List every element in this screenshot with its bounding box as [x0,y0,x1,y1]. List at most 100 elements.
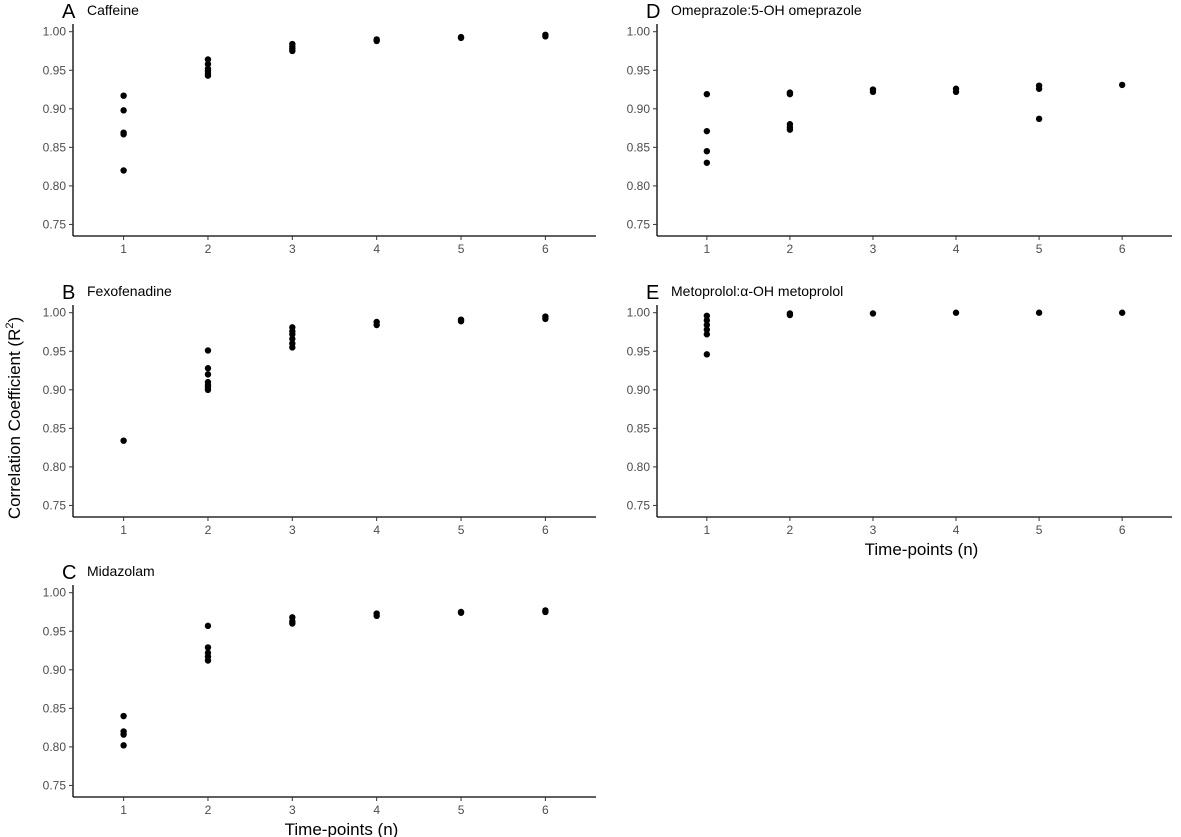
y-tick-label: 0.85 [627,421,651,435]
y-tick-label: 0.95 [43,344,67,358]
data-point [703,127,711,135]
panel-title: Fexofenadine [87,283,172,299]
data-point [869,310,877,317]
panel-b: B Fexofenadine 0.75 0.80 0.85 0.90 0.95 1.00 1 2 3… [43,282,596,537]
x-axis-title: Time-points (n) [865,540,979,559]
data-point [703,312,711,319]
data-point [703,159,711,166]
x-tick-label: 6 [542,523,549,537]
data-point [120,167,127,174]
data-point [703,351,711,358]
data-point [204,371,212,378]
panel-letter: E [646,282,659,304]
data-point [1118,309,1126,316]
x-tick-label: 6 [1119,523,1126,537]
x-tick-label: 4 [373,523,380,537]
x-tick-label: 1 [703,523,710,537]
data-point [120,742,127,749]
data-point [289,344,296,351]
x-tick-label: 6 [542,242,549,256]
y-tick-label: 0.85 [43,701,67,715]
x-tick-label: 4 [953,523,960,537]
panel-letter: D [646,1,660,23]
data-point [457,34,465,42]
data-point [373,37,380,45]
data-point [457,317,465,325]
data-point [869,88,877,96]
x-tick-label: 5 [458,803,465,817]
data-point [542,315,549,323]
x-axis-title: Time-points (n) [285,820,399,837]
data-point [289,331,296,338]
panel-e: E Metoprolol:α-OH metoprolol 0.75 0.80 0.85 0… [627,282,1172,559]
x-tick-label: 4 [373,242,380,256]
y-tick-label: 0.85 [43,140,67,154]
data-point [373,321,380,329]
data-point [373,612,380,620]
data-point [204,56,212,63]
y-tick-label: 0.75 [627,498,651,512]
panel-title: Metoprolol:α-OH metoprolol [671,283,843,299]
y-tick-label: 1.00 [43,306,67,320]
y-tick-label: 0.90 [43,663,67,677]
data-point [952,88,960,96]
data-point [204,622,212,630]
y-tick-label: 0.90 [627,102,651,116]
data-point [786,90,794,98]
panel-title: Caffeine [87,2,139,18]
data-point [542,608,549,616]
y-tick-label: 1.00 [627,306,651,320]
data-point [204,72,212,79]
data-point [703,331,711,338]
y-tick-label: 0.80 [43,740,67,754]
y-tick-label: 0.80 [43,179,67,193]
data-point [120,712,127,720]
x-tick-label: 6 [1119,242,1126,256]
panel-letter: B [62,282,75,304]
y-tick-label: 0.75 [43,498,67,512]
data-point [786,126,794,133]
panel-title: Omeprazole:5-OH omeprazole [671,2,862,18]
x-tick-label: 5 [1036,242,1043,256]
y-tick-label: 0.80 [627,179,651,193]
x-tick-label: 5 [458,523,465,537]
x-tick-label: 2 [205,803,212,817]
y-tick-label: 0.80 [43,460,67,474]
data-point [120,92,127,99]
data-point [703,317,711,324]
panel-a: A Caffeine 0.75 0.80 0.85 0.90 0.95 1.00 1 2 3 4 5 6 [43,1,596,256]
y-tick-label: 0.85 [627,140,651,154]
x-tick-label: 3 [289,242,296,256]
data-point [204,60,212,68]
y-axis-title: Correlation Coefficient (R2) [4,317,24,519]
y-tick-label: 1.00 [627,25,651,39]
x-tick-label: 6 [542,803,549,817]
data-point [786,311,794,319]
data-point [120,731,127,738]
data-point [204,365,212,372]
y-tick-label: 0.95 [43,63,67,77]
x-tick-label: 1 [120,523,127,537]
data-point [204,644,212,651]
y-tick-label: 0.95 [43,624,67,638]
x-tick-label: 3 [870,523,877,537]
data-point [204,386,212,393]
data-point [289,335,296,343]
data-point [457,609,465,616]
y-tick-label: 0.95 [627,63,651,77]
y-tick-label: 1.00 [43,25,67,39]
data-point [703,326,711,333]
y-tick-label: 0.80 [627,460,651,474]
x-tick-label: 4 [373,803,380,817]
data-point [703,90,711,98]
data-point [1118,81,1126,89]
x-tick-label: 1 [120,803,127,817]
panel-title: Midazolam [87,563,155,579]
panel-d: D Omeprazole:5-OH omeprazole 0.75 0.80 0.85 0… [627,1,1172,256]
data-point [120,131,127,138]
x-tick-label: 3 [870,242,877,256]
x-tick-label: 3 [289,523,296,537]
y-tick-label: 0.75 [43,778,67,792]
